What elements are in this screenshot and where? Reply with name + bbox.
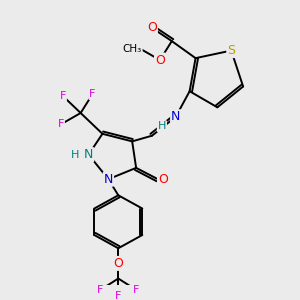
Text: O: O: [158, 173, 168, 186]
Text: O: O: [113, 257, 123, 270]
Text: N: N: [104, 173, 113, 186]
Text: N: N: [171, 110, 180, 123]
Text: O: O: [147, 21, 157, 34]
Text: CH₃: CH₃: [122, 44, 142, 54]
Text: F: F: [60, 91, 66, 101]
Text: N: N: [84, 148, 93, 161]
Text: F: F: [133, 285, 139, 295]
Text: F: F: [97, 285, 104, 295]
Text: O: O: [155, 53, 165, 67]
Text: H: H: [158, 121, 166, 131]
Text: F: F: [115, 290, 122, 300]
Text: S: S: [227, 44, 235, 57]
Text: H: H: [70, 150, 79, 160]
Text: F: F: [89, 89, 96, 99]
Text: F: F: [58, 119, 64, 129]
